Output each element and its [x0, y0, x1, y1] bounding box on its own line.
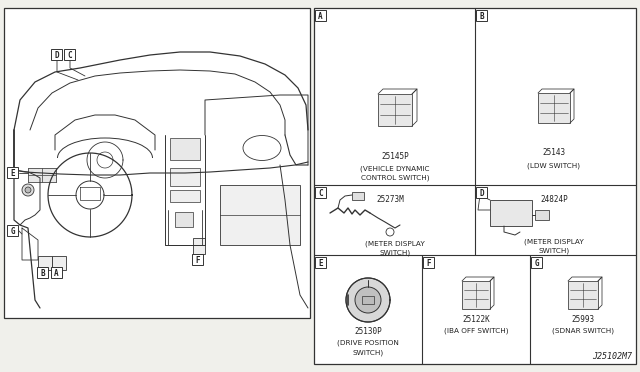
- Text: G: G: [10, 227, 15, 236]
- Bar: [52, 256, 66, 270]
- Text: (SDNAR SWITCH): (SDNAR SWITCH): [552, 327, 614, 334]
- Bar: [378, 94, 412, 126]
- Text: C: C: [67, 51, 72, 60]
- Bar: [42, 168, 56, 175]
- Bar: [37, 267, 48, 278]
- Bar: [490, 200, 532, 226]
- Text: 25130P: 25130P: [354, 327, 382, 336]
- Bar: [51, 267, 62, 278]
- Ellipse shape: [22, 184, 34, 196]
- Text: 25143: 25143: [543, 148, 566, 157]
- Bar: [193, 238, 205, 254]
- Bar: [476, 187, 487, 198]
- Bar: [42, 175, 56, 182]
- Text: A: A: [54, 269, 59, 278]
- Text: 25122K: 25122K: [462, 315, 490, 324]
- Text: (LDW SWITCH): (LDW SWITCH): [527, 162, 580, 169]
- Bar: [175, 212, 193, 227]
- Bar: [423, 257, 434, 268]
- Bar: [315, 187, 326, 198]
- Text: F: F: [426, 259, 431, 268]
- Text: C: C: [318, 189, 323, 198]
- Text: B: B: [479, 12, 484, 21]
- Text: E: E: [318, 259, 323, 268]
- Bar: [28, 168, 56, 182]
- Bar: [28, 168, 42, 175]
- Bar: [315, 257, 326, 268]
- Text: (METER DISPLAY
SWITCH): (METER DISPLAY SWITCH): [365, 240, 425, 256]
- Bar: [538, 93, 570, 123]
- Text: F: F: [195, 256, 200, 265]
- Text: 25273M: 25273M: [376, 195, 404, 204]
- Ellipse shape: [25, 187, 31, 193]
- Bar: [315, 10, 326, 21]
- Bar: [220, 185, 300, 245]
- Circle shape: [346, 278, 390, 322]
- Bar: [170, 190, 200, 202]
- Text: (METER DISPLAY
SWITCH): (METER DISPLAY SWITCH): [524, 238, 584, 253]
- Bar: [362, 296, 374, 304]
- Bar: [352, 192, 364, 200]
- Bar: [568, 281, 598, 309]
- Text: E: E: [10, 169, 15, 178]
- Text: D: D: [54, 51, 59, 60]
- Bar: [4, 8, 310, 318]
- Bar: [28, 175, 42, 182]
- Bar: [535, 210, 549, 220]
- Bar: [38, 256, 52, 270]
- Bar: [531, 257, 542, 268]
- Bar: [7, 167, 18, 178]
- Text: B: B: [40, 269, 45, 278]
- Text: (DRIVE POSITION
SWITCH): (DRIVE POSITION SWITCH): [337, 340, 399, 356]
- Bar: [64, 49, 75, 60]
- Text: A: A: [318, 12, 323, 21]
- Bar: [476, 10, 487, 21]
- Bar: [51, 49, 62, 60]
- Bar: [170, 138, 200, 160]
- Text: 25993: 25993: [572, 315, 595, 324]
- Bar: [314, 8, 636, 364]
- Text: 24824P: 24824P: [540, 195, 568, 204]
- Text: J25102M7: J25102M7: [592, 352, 632, 361]
- Text: 25145P: 25145P: [381, 152, 409, 161]
- Bar: [170, 168, 200, 186]
- Bar: [192, 254, 203, 265]
- Text: (VEHICLE DYNAMIC
CONTROL SWITCH): (VEHICLE DYNAMIC CONTROL SWITCH): [360, 165, 429, 180]
- Circle shape: [355, 287, 381, 313]
- Bar: [462, 281, 490, 309]
- Text: (IBA OFF SWITCH): (IBA OFF SWITCH): [444, 327, 508, 334]
- Text: G: G: [534, 259, 539, 268]
- Text: D: D: [479, 189, 484, 198]
- Bar: [7, 225, 18, 236]
